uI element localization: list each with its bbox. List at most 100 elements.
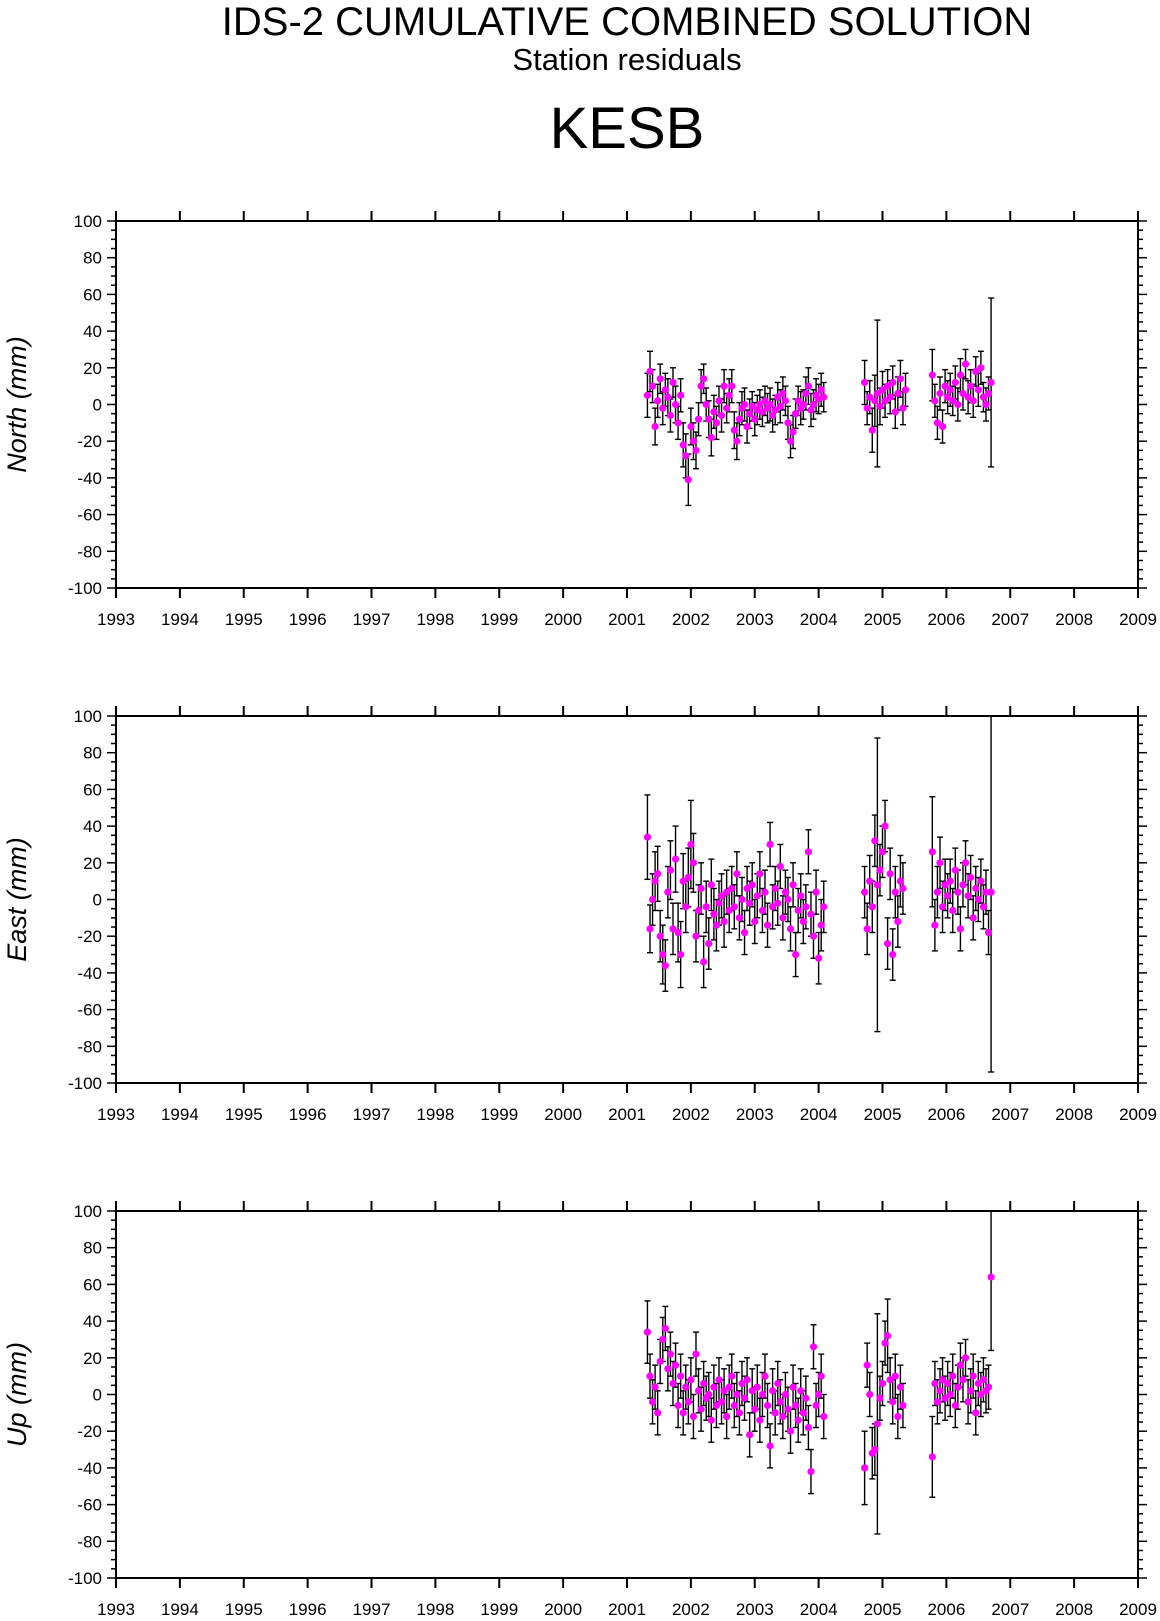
data-point (886, 393, 894, 401)
data-point (753, 1383, 761, 1391)
data-point (728, 1372, 736, 1380)
data-point (812, 1401, 820, 1410)
data-point (679, 1409, 687, 1417)
x-tick-label: 2000 (544, 1600, 582, 1619)
data-point (794, 906, 802, 915)
data-point (944, 1379, 952, 1388)
data-point (646, 925, 654, 933)
data-point (682, 903, 690, 911)
data-point (738, 1379, 746, 1388)
data-point (941, 382, 949, 390)
data-point (964, 892, 972, 900)
x-tick-label: 1997 (353, 1105, 391, 1124)
data-point (959, 1376, 967, 1384)
data-point (792, 950, 800, 959)
data-point (725, 906, 733, 915)
x-tick-label: 2008 (1055, 610, 1093, 629)
y-tick-label: 80 (83, 744, 102, 763)
data-point (954, 888, 962, 896)
data-point (738, 895, 746, 904)
data-point (677, 1372, 685, 1380)
x-tick-label: 1995 (225, 610, 263, 629)
data-point (735, 1409, 744, 1417)
data-point (751, 415, 759, 423)
data-point (936, 1387, 944, 1395)
data-point (746, 899, 754, 907)
data-point (751, 917, 759, 926)
data-point (766, 1442, 774, 1450)
data-point (771, 884, 779, 893)
data-point (896, 375, 904, 383)
data-point (863, 925, 871, 933)
data-point (671, 400, 680, 409)
data-point (873, 1420, 881, 1428)
data-point (789, 428, 797, 436)
data-point (779, 914, 787, 922)
data-point (933, 419, 942, 427)
data-point (661, 1324, 669, 1333)
y-tick-label: -100 (68, 1074, 102, 1093)
data-point (899, 404, 907, 412)
data-point (866, 393, 874, 401)
data-point (964, 393, 972, 401)
data-point (967, 382, 975, 390)
data-point (784, 895, 792, 904)
data-point (881, 397, 889, 405)
data-point (984, 389, 993, 398)
x-tick-label: 2002 (672, 1600, 710, 1619)
data-point (792, 410, 800, 418)
data-point (941, 1394, 949, 1402)
y-tick-label: 60 (83, 285, 102, 304)
data-point (786, 925, 795, 933)
x-tick-label: 1994 (161, 1600, 199, 1619)
y-tick-label: 40 (83, 322, 102, 341)
data-point (979, 393, 988, 401)
x-tick-label: 2001 (608, 1600, 646, 1619)
data-point (884, 939, 892, 948)
x-tick-label: 2006 (927, 610, 965, 629)
data-point (748, 881, 756, 889)
x-tick-label: 1999 (480, 1600, 518, 1619)
data-point (735, 914, 744, 922)
data-point (664, 393, 672, 401)
data-point (689, 437, 698, 445)
data-point (717, 892, 726, 900)
data-point (959, 881, 967, 889)
data-point (648, 895, 657, 904)
y-tick-label: 20 (83, 854, 102, 873)
data-point (789, 1383, 797, 1391)
data-point (794, 397, 802, 405)
x-tick-label: 2001 (608, 1105, 646, 1124)
data-layer (643, 297, 995, 507)
data-point (692, 446, 700, 454)
data-point (804, 382, 813, 390)
data-point (817, 921, 825, 929)
data-point (820, 1412, 828, 1421)
data-point (961, 859, 970, 867)
data-point (769, 1387, 777, 1395)
data-point (712, 921, 721, 929)
x-tick-label: 1997 (353, 1600, 391, 1619)
data-point (656, 1357, 664, 1366)
data-point (873, 389, 881, 398)
x-tick-label: 1995 (225, 1600, 263, 1619)
data-point (723, 404, 731, 412)
data-point (884, 382, 892, 390)
data-point (794, 1416, 802, 1424)
y-tick-label: 100 (74, 212, 102, 231)
x-tick-label: 2007 (991, 1600, 1029, 1619)
x-tick-label: 1994 (161, 1105, 199, 1124)
data-point (771, 1409, 779, 1417)
data-point (951, 866, 959, 874)
data-point (781, 397, 790, 405)
x-tick-label: 2003 (736, 610, 774, 629)
panel-3: 100 80 60 40 20 0 -20 -40 -60 -80 -100 1993 1994 1995… (2, 1201, 1157, 1619)
x-tick-label: 1996 (289, 1105, 327, 1124)
data-point (969, 914, 977, 922)
data-point (694, 415, 703, 423)
data-point (684, 1398, 692, 1406)
data-point (761, 397, 769, 405)
data-point (946, 386, 954, 394)
data-point (802, 389, 810, 398)
y-tick-label: -20 (77, 1422, 102, 1441)
